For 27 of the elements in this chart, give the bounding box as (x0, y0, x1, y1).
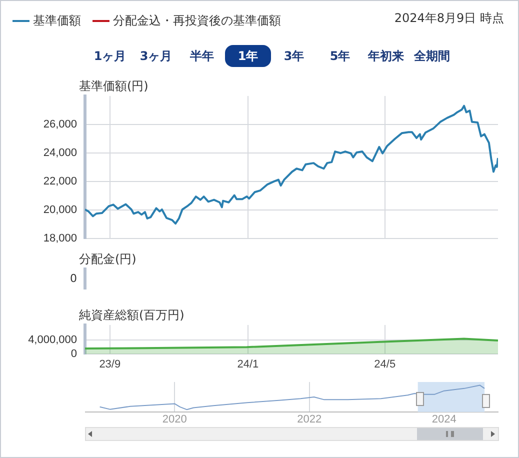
x-tick-label: 24/5 (374, 358, 396, 371)
text: 年初来 (366, 48, 405, 65)
y-tick-label: 24,000 (43, 146, 77, 159)
text: 半年 (189, 48, 215, 65)
x-tick-label: 2024 (432, 414, 456, 426)
x-tick-label: 24/1 (237, 358, 259, 371)
x-tick-label: 2022 (297, 414, 322, 426)
y-axis-title: 純資産総額(百万円) (79, 308, 184, 322)
chart-subtitle: 2024年8月9日 時点 (394, 10, 504, 27)
text: 全期間 (413, 48, 451, 65)
y-tick-label: 26,000 (43, 118, 77, 131)
legend-label: 分配金込・再投資後の基準価額 (113, 13, 281, 28)
y-tick-label: 4,000,000 (28, 334, 77, 346)
y-tick-label: 22,000 (43, 175, 77, 188)
y-tick-label: 18,000 (43, 232, 77, 244)
x-tick-label: 23/9 (99, 358, 121, 371)
text: 1ヶ月 (92, 48, 128, 65)
legend-label: 基準価額 (33, 13, 81, 28)
y-tick-label: 0 (70, 348, 77, 360)
text: 5年 (328, 48, 352, 65)
text: 1年 (225, 45, 271, 67)
y-axis-title: 基準価額(円) (79, 79, 148, 94)
y-tick-label: 20,000 (43, 204, 77, 216)
text: 分配金(円) (79, 252, 136, 266)
text: 3年 (282, 48, 306, 65)
x-tick-label: 2020 (162, 414, 187, 426)
text: 3ヶ月 (138, 48, 174, 65)
